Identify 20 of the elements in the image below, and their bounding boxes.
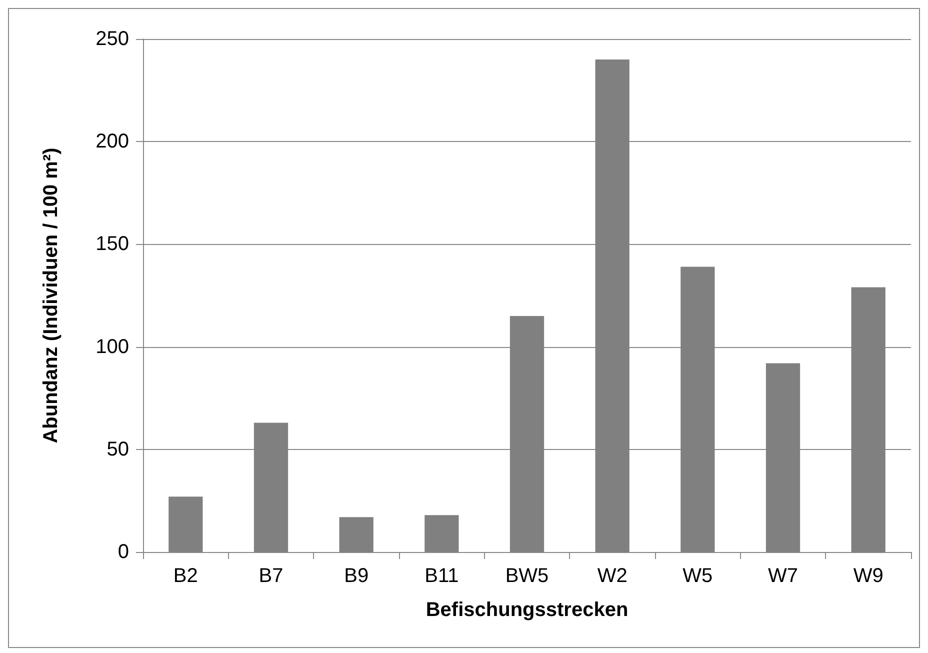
x-tick-label: W7 [768,565,798,587]
x-tick-label: BW5 [505,565,549,587]
y-tick-label: 0 [118,541,129,563]
x-tick-label: B2 [173,565,198,587]
bar [339,517,374,552]
x-axis-title: Befischungsstrecken [426,599,628,621]
y-tick-label: 100 [96,336,129,358]
y-axis-title: Abundanz (Individuen / 100 m²) [40,148,62,444]
x-tick-label: W9 [853,565,884,587]
y-tick-label: 50 [106,438,129,460]
x-tick-label: B9 [344,565,369,587]
bar [424,515,459,552]
y-tick-label: 250 [96,28,129,50]
y-tick-label: 150 [96,233,129,256]
bar [168,496,203,552]
x-tick-label: B7 [258,565,284,587]
x-tick-label: W2 [597,565,628,587]
x-tick-label: B11 [424,565,459,587]
x-tick-label: W5 [682,565,713,587]
y-tick-label: 200 [96,130,129,153]
